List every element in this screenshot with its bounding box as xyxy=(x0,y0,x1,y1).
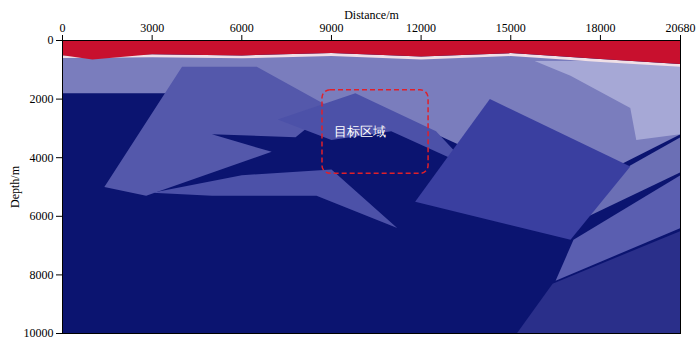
svg-text:目标区域: 目标区域 xyxy=(334,124,386,139)
svg-text:4000: 4000 xyxy=(30,151,54,165)
svg-text:6000: 6000 xyxy=(230,21,254,35)
svg-text:Distance/m: Distance/m xyxy=(344,8,399,22)
svg-text:15000: 15000 xyxy=(496,21,526,35)
svg-text:18000: 18000 xyxy=(585,21,615,35)
svg-text:0: 0 xyxy=(60,21,66,35)
svg-text:Depth/m: Depth/m xyxy=(8,165,22,208)
svg-text:20680: 20680 xyxy=(666,21,696,35)
svg-text:0: 0 xyxy=(48,33,54,47)
svg-text:9000: 9000 xyxy=(319,21,343,35)
svg-text:10000: 10000 xyxy=(24,326,54,340)
svg-text:3000: 3000 xyxy=(140,21,164,35)
svg-text:2000: 2000 xyxy=(30,92,54,106)
svg-text:8000: 8000 xyxy=(30,268,54,282)
svg-text:6000: 6000 xyxy=(30,209,54,223)
svg-text:12000: 12000 xyxy=(406,21,436,35)
